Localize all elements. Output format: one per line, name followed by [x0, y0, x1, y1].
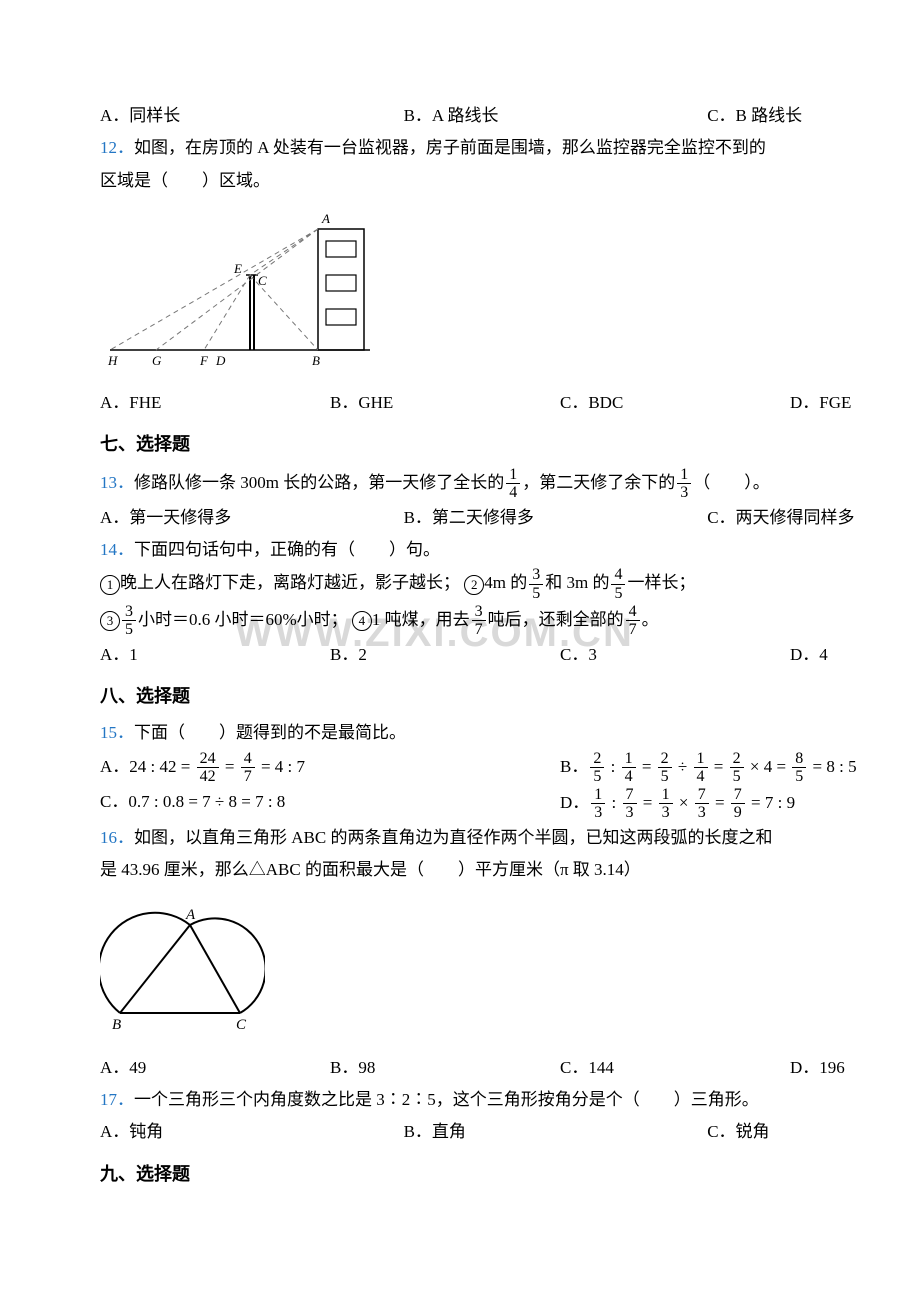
svg-text:F: F	[199, 353, 209, 368]
q12-option-d: D．FGE	[790, 387, 920, 419]
q13-option-a: A．第一天修得多	[100, 502, 404, 534]
q13-option-b: B．第二天修得多	[404, 502, 708, 534]
q12-option-c: C．BDC	[560, 387, 790, 419]
q12-options: A．FHE B．GHE C．BDC D．FGE	[100, 387, 920, 419]
q15-option-d: D．13 : 73 = 13 × 73 = 79 = 7 : 9	[560, 786, 920, 822]
q17-option-a: A．钝角	[100, 1116, 404, 1148]
q14-line: 14．下面四句话句中，正确的有（ ）句。	[100, 534, 920, 566]
q16-option-d: D．196	[790, 1052, 920, 1084]
page-content: A．同样长 B．A 路线长 C．B 路线长 12．如图，在房顶的 A 处装有一台…	[100, 100, 920, 1191]
section-7-heading: 七、选择题	[100, 427, 920, 461]
q14-s1a: 晚上人在路灯下走，离路灯越近，影子越长；	[120, 573, 460, 592]
svg-text:A: A	[321, 211, 330, 226]
q15-number: 15．	[100, 723, 134, 742]
q16-line1: 16．如图，以直角三角形 ABC 的两条直角边为直径作两个半圆，已知这两段弧的长…	[100, 822, 920, 854]
q13-t2: ，第二天修了余下的	[522, 473, 675, 492]
q17-number: 17．	[100, 1090, 134, 1109]
svg-text:E: E	[233, 261, 242, 276]
q14-f-s2-2: 37	[472, 603, 486, 639]
q14-s2-t2: 1 吨煤，用去	[372, 610, 470, 629]
q12-option-b: B．GHE	[330, 387, 560, 419]
circled-4: 4	[352, 611, 372, 631]
q12-option-a: A．FHE	[100, 387, 330, 419]
q14-stmt2: 335小时＝0.6 小时＝60%小时； 41 吨煤，用去37吨后，还剩全部的47…	[100, 603, 920, 639]
q16-diagram: A B C	[100, 895, 920, 1046]
q14-f-s2-1: 35	[122, 603, 136, 639]
svg-text:C: C	[236, 1017, 247, 1033]
q14-number: 14．	[100, 540, 134, 559]
q16-text-a: 如图，以直角三角形 ABC 的两条直角边为直径作两个半圆，已知这两段弧的长度之和	[134, 828, 772, 847]
q15-row1: A．24 : 42 = 2442 = 47 = 4 : 7 B．25 : 14 …	[100, 750, 920, 786]
q16-option-b: B．98	[330, 1052, 560, 1084]
q17-text: 一个三角形三个内角度数之比是 3∶2∶5，这个三角形按角分是个（ ）三角形。	[134, 1090, 759, 1109]
q17-line: 17．一个三角形三个内角度数之比是 3∶2∶5，这个三角形按角分是个（ ）三角形…	[100, 1084, 920, 1116]
q13-option-c: C．两天修得同样多	[707, 502, 920, 534]
q16-line2: 是 43.96 厘米，那么△ABC 的面积最大是（ ）平方厘米（π 取 3.14…	[100, 854, 920, 886]
q13-line: 13．修路队修一条 300m 长的公路，第一天修了全长的14，第二天修了余下的1…	[100, 466, 920, 502]
q12-line2: 区域是（ ）区域。	[100, 165, 920, 197]
q16-diagram-svg: A B C	[100, 895, 265, 1035]
q14-text: 下面四句话句中，正确的有（ ）句。	[134, 540, 440, 559]
svg-text:H: H	[107, 353, 118, 368]
circled-1: 1	[100, 575, 120, 595]
q12-number: 12．	[100, 138, 134, 157]
q15-option-a: A．24 : 42 = 2442 = 47 = 4 : 7	[100, 750, 560, 786]
q13-t1: 修路队修一条 300m 长的公路，第一天修了全长的	[134, 473, 504, 492]
q14-options: A．1 B．2 C．3 D．4	[100, 639, 920, 671]
q16-options: A．49 B．98 C．144 D．196	[100, 1052, 920, 1084]
svg-text:B: B	[112, 1017, 121, 1033]
q13-t3: （ ）。	[693, 473, 770, 492]
svg-text:B: B	[312, 353, 320, 368]
q16-number: 16．	[100, 828, 134, 847]
q14-s2-t4: 。	[642, 610, 659, 629]
svg-text:C: C	[258, 273, 267, 288]
q14-s1b-mid: 和 3m 的	[545, 573, 609, 592]
q17-option-b: B．直角	[404, 1116, 708, 1148]
section-8-heading: 八、选择题	[100, 679, 920, 713]
q15-option-c: C．0.7 : 0.8 = 7 ÷ 8 = 7 : 8	[100, 786, 560, 822]
q15-option-b: B．25 : 14 = 25 ÷ 14 = 25 × 4 = 85 = 8 : …	[560, 750, 920, 786]
q14-option-a: A．1	[100, 639, 330, 671]
q13-options: A．第一天修得多 B．第二天修得多 C．两天修得同样多	[100, 502, 920, 534]
q14-s1b-post: 一样长；	[627, 573, 695, 592]
q11-option-c: C．B 路线长	[707, 100, 920, 132]
circled-2: 2	[464, 575, 484, 595]
svg-text:A: A	[185, 907, 196, 923]
section-9-heading: 九、选择题	[100, 1157, 920, 1191]
q12-line1: 12．如图，在房顶的 A 处装有一台监视器，房子前面是围墙，那么监控器完全监控不…	[100, 132, 920, 164]
q15-text: 下面（ ）题得到的不是最简比。	[134, 723, 406, 742]
q17-options: A．钝角 B．直角 C．锐角	[100, 1116, 920, 1148]
circled-3: 3	[100, 611, 120, 631]
q14-f-s2-3: 47	[626, 603, 640, 639]
q14-option-b: B．2	[330, 639, 560, 671]
q11-options: A．同样长 B．A 路线长 C．B 路线长	[100, 100, 920, 132]
q12-diagram-svg: H G F D B E C A	[100, 205, 380, 370]
q11-option-a: A．同样长	[100, 100, 404, 132]
q14-stmt1: 1晚上人在路灯下走，离路灯越近，影子越长； 24m 的35和 3m 的45一样长…	[100, 566, 920, 602]
q14-f-s1b1: 35	[529, 566, 543, 602]
q15-row2: C．0.7 : 0.8 = 7 ÷ 8 = 7 : 8 D．13 : 73 = …	[100, 786, 920, 822]
svg-text:G: G	[152, 353, 162, 368]
q11-option-b: B．A 路线长	[404, 100, 708, 132]
q15-line: 15．下面（ ）题得到的不是最简比。	[100, 717, 920, 749]
q14-s2-t1: 小时＝0.6 小时＝60%小时；	[138, 610, 348, 629]
q14-s1b-pre: 4m 的	[484, 573, 527, 592]
q13-frac1: 14	[506, 466, 520, 502]
q14-f-s1b2: 45	[611, 566, 625, 602]
q14-option-c: C．3	[560, 639, 790, 671]
q12-text-a: 如图，在房顶的 A 处装有一台监视器，房子前面是围墙，那么监控器完全监控不到的	[134, 138, 766, 157]
q13-number: 13．	[100, 473, 134, 492]
q17-option-c: C．锐角	[707, 1116, 920, 1148]
q14-s2-t3: 吨后，还剩全部的	[488, 610, 624, 629]
q14-option-d: D．4	[790, 639, 920, 671]
q16-option-a: A．49	[100, 1052, 330, 1084]
q16-option-c: C．144	[560, 1052, 790, 1084]
q12-diagram: H G F D B E C A	[100, 205, 920, 381]
svg-text:D: D	[215, 353, 226, 368]
q13-frac2: 13	[677, 466, 691, 502]
